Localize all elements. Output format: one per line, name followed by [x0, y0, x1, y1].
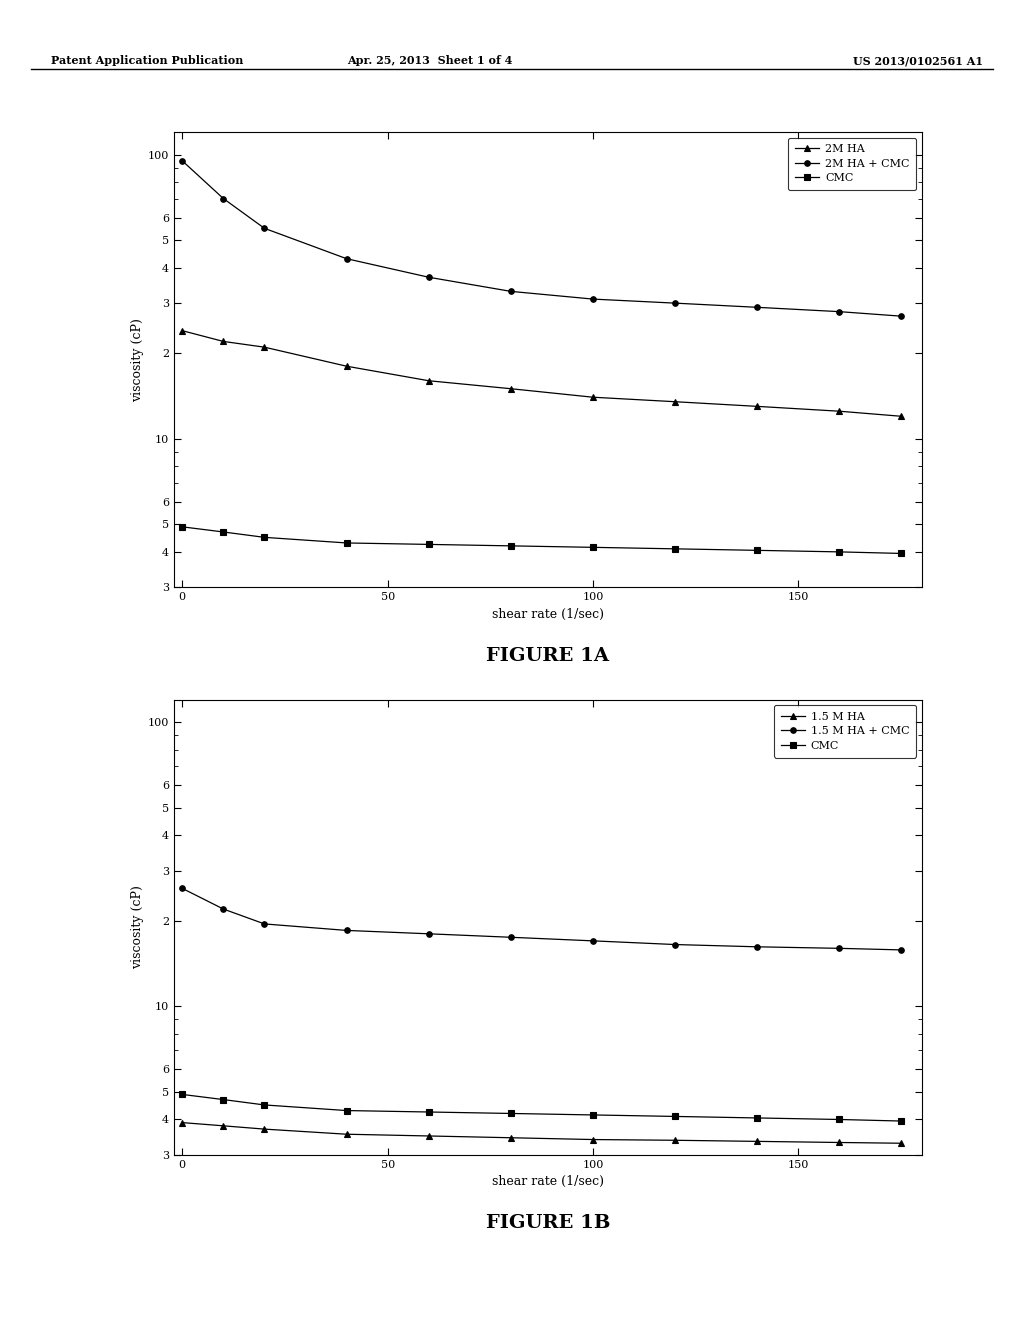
Legend: 2M HA, 2M HA + CMC, CMC: 2M HA, 2M HA + CMC, CMC — [788, 137, 916, 190]
2M HA — [176, 323, 188, 339]
Line: 2M HA + CMC: 2M HA + CMC — [179, 158, 904, 319]
CMC — [587, 1107, 599, 1123]
1.5 M HA — [258, 1121, 270, 1137]
2M HA + CMC — [217, 190, 229, 206]
Line: 1.5 M HA: 1.5 M HA — [179, 1119, 904, 1146]
CMC — [895, 1113, 907, 1129]
Text: Patent Application Publication: Patent Application Publication — [51, 55, 244, 66]
1.5 M HA + CMC — [176, 880, 188, 896]
2M HA + CMC — [258, 220, 270, 236]
CMC — [176, 519, 188, 535]
1.5 M HA — [752, 1134, 764, 1150]
Text: Apr. 25, 2013  Sheet 1 of 4: Apr. 25, 2013 Sheet 1 of 4 — [347, 55, 513, 66]
2M HA — [669, 393, 681, 409]
1.5 M HA + CMC — [258, 916, 270, 932]
CMC — [834, 1111, 846, 1127]
CMC — [834, 544, 846, 560]
CMC — [340, 1102, 352, 1118]
1.5 M HA — [669, 1133, 681, 1148]
2M HA + CMC — [752, 300, 764, 315]
1.5 M HA + CMC — [340, 923, 352, 939]
2M HA — [217, 334, 229, 350]
Y-axis label: viscosity (cP): viscosity (cP) — [131, 886, 143, 969]
CMC — [505, 539, 517, 554]
2M HA + CMC — [423, 269, 435, 285]
1.5 M HA — [587, 1131, 599, 1147]
CMC — [258, 529, 270, 545]
CMC — [176, 1086, 188, 1102]
CMC — [669, 541, 681, 557]
CMC — [423, 536, 435, 552]
2M HA + CMC — [669, 296, 681, 312]
2M HA — [505, 380, 517, 396]
CMC — [669, 1109, 681, 1125]
1.5 M HA — [176, 1114, 188, 1130]
CMC — [340, 535, 352, 550]
2M HA — [752, 399, 764, 414]
CMC — [217, 524, 229, 540]
1.5 M HA + CMC — [834, 940, 846, 956]
2M HA — [423, 372, 435, 388]
2M HA — [340, 358, 352, 374]
2M HA + CMC — [895, 309, 907, 325]
CMC — [505, 1106, 517, 1122]
2M HA + CMC — [834, 304, 846, 319]
2M HA — [895, 408, 907, 424]
Text: US 2013/0102561 A1: US 2013/0102561 A1 — [853, 55, 983, 66]
1.5 M HA + CMC — [752, 939, 764, 954]
2M HA + CMC — [340, 251, 352, 267]
1.5 M HA — [895, 1135, 907, 1151]
CMC — [752, 543, 764, 558]
CMC — [895, 545, 907, 561]
Text: FIGURE 1B: FIGURE 1B — [485, 1214, 610, 1233]
2M HA + CMC — [505, 284, 517, 300]
1.5 M HA + CMC — [587, 933, 599, 949]
1.5 M HA — [340, 1126, 352, 1142]
Line: 1.5 M HA + CMC: 1.5 M HA + CMC — [179, 886, 904, 953]
CMC — [258, 1097, 270, 1113]
2M HA — [834, 404, 846, 420]
1.5 M HA + CMC — [895, 942, 907, 958]
2M HA + CMC — [587, 292, 599, 308]
2M HA + CMC — [176, 153, 188, 169]
1.5 M HA + CMC — [669, 937, 681, 953]
1.5 M HA — [834, 1135, 846, 1151]
1.5 M HA — [217, 1118, 229, 1134]
2M HA — [587, 389, 599, 405]
2M HA — [258, 339, 270, 355]
1.5 M HA + CMC — [217, 902, 229, 917]
1.5 M HA — [423, 1129, 435, 1144]
X-axis label: shear rate (1/sec): shear rate (1/sec) — [492, 607, 604, 620]
Line: 2M HA: 2M HA — [179, 327, 904, 418]
1.5 M HA + CMC — [505, 929, 517, 945]
X-axis label: shear rate (1/sec): shear rate (1/sec) — [492, 1175, 604, 1188]
CMC — [587, 540, 599, 556]
Line: CMC: CMC — [179, 524, 904, 556]
1.5 M HA — [505, 1130, 517, 1146]
1.5 M HA + CMC — [423, 925, 435, 941]
Text: FIGURE 1A: FIGURE 1A — [486, 647, 609, 665]
CMC — [217, 1092, 229, 1107]
Legend: 1.5 M HA, 1.5 M HA + CMC, CMC: 1.5 M HA, 1.5 M HA + CMC, CMC — [774, 705, 916, 758]
Y-axis label: viscosity (cP): viscosity (cP) — [131, 318, 143, 401]
CMC — [423, 1104, 435, 1119]
CMC — [752, 1110, 764, 1126]
Line: CMC: CMC — [179, 1092, 904, 1123]
